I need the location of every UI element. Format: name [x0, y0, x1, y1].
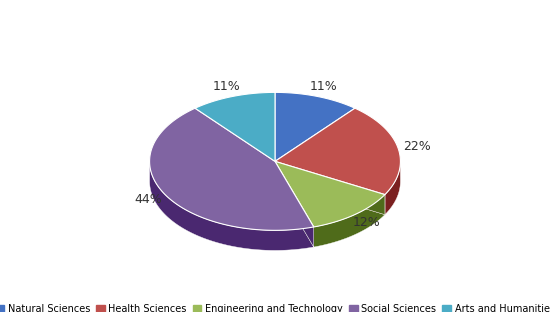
Polygon shape — [275, 161, 385, 215]
Legend: Natural Sciences, Health Sciences, Engineering and Technology, Social Sciences, : Natural Sciences, Health Sciences, Engin… — [0, 304, 550, 312]
Polygon shape — [150, 108, 314, 230]
Polygon shape — [275, 161, 314, 247]
Polygon shape — [275, 161, 385, 215]
Polygon shape — [275, 161, 385, 227]
Polygon shape — [150, 162, 314, 251]
Text: 22%: 22% — [403, 140, 431, 153]
Polygon shape — [195, 92, 275, 161]
Polygon shape — [314, 195, 385, 247]
Polygon shape — [275, 161, 314, 247]
Text: 44%: 44% — [135, 193, 162, 206]
Polygon shape — [385, 162, 400, 215]
Text: 11%: 11% — [212, 80, 240, 93]
Text: 11%: 11% — [310, 80, 338, 93]
Polygon shape — [275, 92, 355, 161]
Polygon shape — [275, 108, 400, 195]
Polygon shape — [150, 112, 400, 251]
Text: 12%: 12% — [353, 216, 381, 229]
